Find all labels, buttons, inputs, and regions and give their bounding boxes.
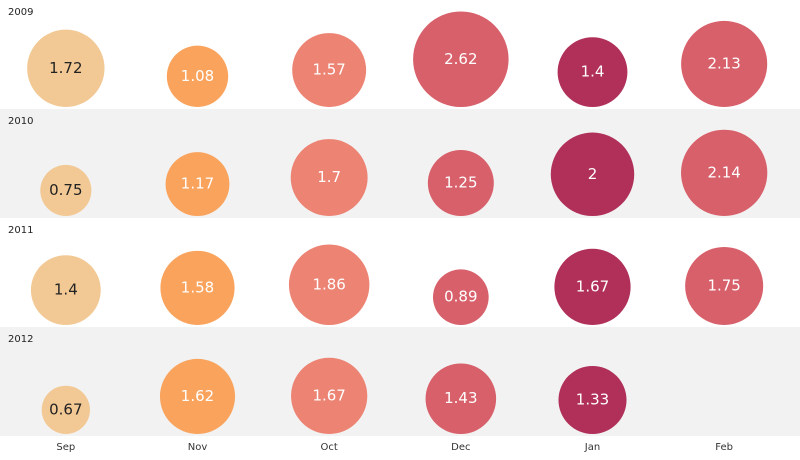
bubble bbox=[433, 269, 489, 326]
value-label: 2 bbox=[588, 165, 598, 183]
x-tick-label: Feb bbox=[715, 442, 733, 453]
value-label: 1.17 bbox=[181, 175, 214, 193]
x-tick-label: Sep bbox=[56, 442, 75, 453]
value-label: 1.4 bbox=[581, 63, 605, 81]
bubble bbox=[40, 164, 92, 216]
bubble bbox=[681, 20, 768, 107]
bubble bbox=[558, 365, 627, 434]
row-band bbox=[0, 218, 800, 327]
bubble bbox=[30, 255, 101, 325]
value-label: 2.14 bbox=[707, 163, 740, 181]
bubble bbox=[41, 385, 90, 434]
value-label: 1.67 bbox=[576, 277, 609, 295]
value-label: 1.58 bbox=[181, 278, 214, 296]
bubble bbox=[427, 150, 494, 216]
value-label: 2.13 bbox=[707, 54, 740, 72]
value-label: 1.72 bbox=[49, 59, 82, 77]
value-label: 1.08 bbox=[181, 67, 214, 85]
row-band bbox=[0, 327, 800, 436]
row-label: 2010 bbox=[8, 116, 33, 127]
x-tick-label: Oct bbox=[321, 442, 338, 453]
value-label: 1.75 bbox=[707, 276, 740, 294]
row-label: 2009 bbox=[8, 7, 33, 18]
bubble bbox=[681, 129, 768, 216]
bubble bbox=[166, 45, 229, 107]
bubble bbox=[27, 29, 105, 107]
value-label: 1.43 bbox=[444, 389, 477, 407]
row-band bbox=[0, 109, 800, 218]
bubble bbox=[292, 33, 367, 107]
bubble bbox=[288, 244, 370, 325]
row-label: 2011 bbox=[8, 225, 33, 236]
value-label: 1.7 bbox=[317, 168, 341, 186]
bubble bbox=[550, 132, 635, 216]
value-label: 1.25 bbox=[444, 174, 477, 192]
value-label: 0.75 bbox=[49, 181, 82, 199]
x-tick-label: Nov bbox=[188, 442, 208, 453]
value-label: 1.86 bbox=[312, 275, 345, 293]
value-label: 2.62 bbox=[444, 50, 477, 68]
bubble bbox=[425, 363, 497, 435]
row-band bbox=[0, 0, 800, 109]
bubble bbox=[554, 248, 631, 325]
row-label: 2012 bbox=[8, 334, 33, 345]
value-label: 1.67 bbox=[312, 386, 345, 404]
bubble bbox=[291, 357, 368, 434]
value-label: 1.57 bbox=[312, 61, 345, 79]
value-label: 1.62 bbox=[181, 387, 214, 405]
bubble bbox=[160, 250, 235, 325]
bubble bbox=[165, 152, 230, 216]
bubble bbox=[685, 246, 764, 325]
value-label: 1.33 bbox=[576, 390, 609, 408]
value-label: 0.67 bbox=[49, 400, 82, 418]
x-tick-label: Jan bbox=[584, 442, 600, 453]
bubble bbox=[413, 11, 509, 107]
value-label: 1.4 bbox=[54, 281, 78, 299]
bubble bbox=[159, 358, 236, 434]
x-tick-label: Dec bbox=[451, 442, 470, 453]
bubble bbox=[290, 139, 368, 217]
bubble bbox=[557, 37, 628, 107]
value-label: 0.89 bbox=[444, 288, 477, 306]
